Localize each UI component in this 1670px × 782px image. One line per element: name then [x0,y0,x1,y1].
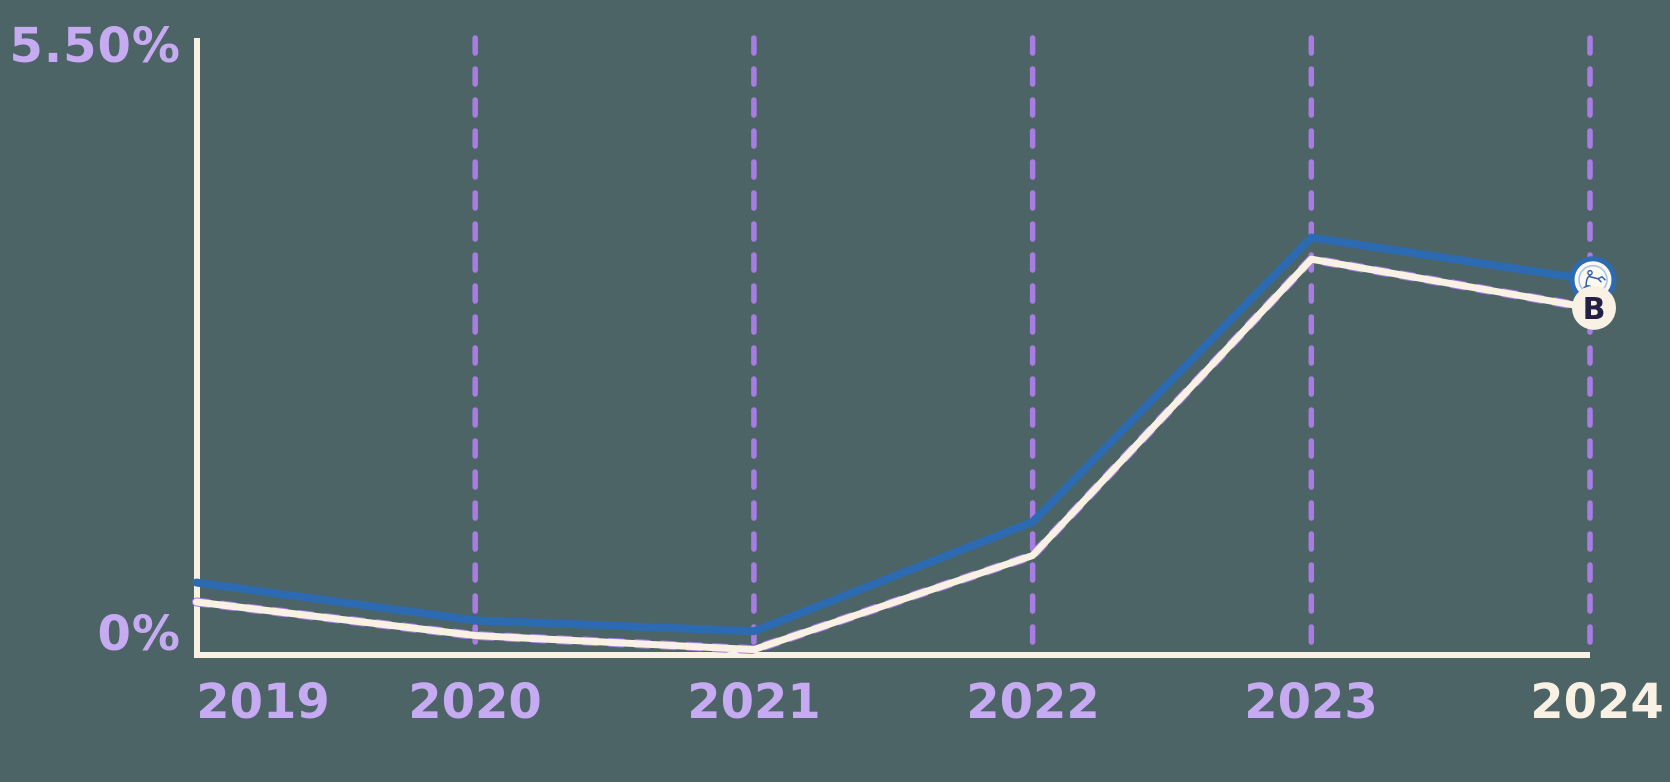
y-axis-label-zero: 0% [98,606,182,662]
cream-series-dashed-shadow [192,254,1595,655]
cream-series-b-badge: B [1572,285,1616,330]
figure-sketch-icon [1583,269,1606,289]
gridlines-group [472,35,1593,655]
x-tick-label-2020: 2020 [408,674,542,730]
x-tick-label-2023: 2023 [1244,674,1378,730]
x-axis-labels-group: 2019 2020 2021 2022 2023 2024 [196,674,1664,730]
b-badge-circle [1572,285,1616,330]
x-tick-label-2021: 2021 [687,674,821,730]
y-axis-label-top: 5.50% [9,18,181,74]
axis-lines [194,38,1590,658]
blue-series-line [192,233,1594,636]
b-badge-letter: B [1583,292,1606,327]
cream-series-line [193,255,1594,654]
x-tick-label-2024: 2024 [1530,674,1664,730]
series-group [192,233,1595,655]
x-tick-label-2019: 2019 [196,674,330,730]
x-tick-label-2022: 2022 [966,674,1100,730]
